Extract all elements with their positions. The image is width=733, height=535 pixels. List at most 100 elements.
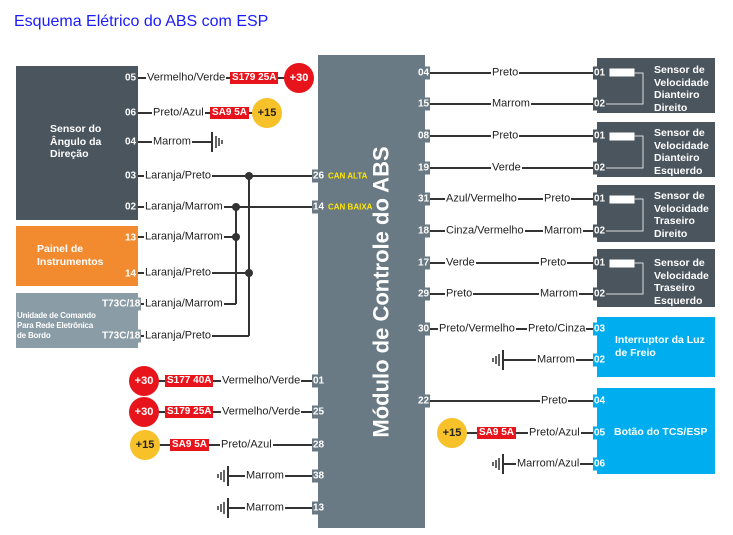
- wire-label: Preto/Azul: [152, 106, 205, 120]
- module-pin: 19: [417, 161, 431, 175]
- wire-label: Verde: [491, 161, 522, 175]
- module-pin: 28: [312, 438, 326, 452]
- pin: 01: [593, 192, 607, 206]
- pin: 14: [124, 267, 138, 281]
- wire-label: Laranja/Marrom: [144, 200, 224, 214]
- tcs-esp-button: [597, 388, 715, 474]
- module-pin: 18: [417, 224, 431, 238]
- pin: 03: [593, 322, 607, 336]
- wire-label: Marrom: [491, 97, 531, 111]
- pin: 02: [593, 97, 607, 111]
- wire-label: Marrom/Azul: [516, 457, 581, 471]
- instrument-panel: [16, 226, 138, 286]
- wire-label: Laranja/Marrom: [144, 297, 224, 311]
- wire-label: Laranja/Preto: [144, 266, 213, 280]
- can-baixa-label: CAN BAIXA: [328, 202, 373, 212]
- fuse: S179 25A: [165, 406, 214, 418]
- supply-30: +30: [284, 63, 314, 93]
- brake-light-switch: [597, 317, 715, 377]
- wire-label: Laranja/Preto: [144, 169, 213, 183]
- pin: 06: [593, 457, 607, 471]
- pin: 01: [593, 129, 607, 143]
- sensor-name: Sensor de Velocidade Traseiro Direito: [654, 190, 709, 240]
- wire-label: Vermelho/Verde: [221, 374, 302, 388]
- wire-label: Marrom: [543, 224, 583, 238]
- wire-label: Preto: [491, 66, 520, 80]
- pin: 05: [593, 426, 607, 440]
- sensor-name: Sensor de Velocidade Dianteiro Esquerdo: [654, 127, 709, 177]
- pin: 02: [593, 161, 607, 175]
- supply-15: +15: [252, 98, 282, 128]
- module-pin: 14: [312, 200, 326, 214]
- module-pin: 26: [312, 169, 326, 183]
- painel-name: Painel de Instrumentos: [37, 243, 104, 268]
- sad-name: Sensor do Ângulo da Direção: [50, 123, 102, 160]
- pin: 05: [124, 71, 138, 85]
- sensor-rear-left: [597, 249, 715, 307]
- freio-name: Interruptor da Luz de Freio: [615, 334, 705, 359]
- wire-label: Preto/Azul: [220, 438, 273, 452]
- module-pin: 30: [417, 322, 431, 336]
- module-pin: 31: [417, 192, 431, 206]
- module-pin: 38: [312, 469, 326, 483]
- wire-label: Cinza/Vermelho: [445, 224, 525, 238]
- pin: 06: [124, 106, 138, 120]
- pin: 01: [593, 66, 607, 80]
- wire-label: Preto/Azul: [528, 426, 581, 440]
- wire-label: Preto: [539, 256, 568, 270]
- pin: 02: [593, 224, 607, 238]
- supply-30: +30: [129, 366, 159, 396]
- wire-label: Preto/Vermelho: [438, 322, 516, 336]
- can-alta-label: CAN ALTA: [328, 171, 368, 181]
- pin: 02: [593, 353, 607, 367]
- module-pin: 17: [417, 256, 431, 270]
- module-pin: 01: [312, 374, 326, 388]
- wire-label: Marrom: [536, 353, 576, 367]
- unidade-name: Unidade de Comando Para Rede Eletrônica …: [17, 311, 96, 340]
- pin: 04: [593, 394, 607, 408]
- wire-label: Marrom: [152, 135, 192, 149]
- wire-label: Vermelho/Verde: [146, 71, 227, 85]
- module-pin: 04: [417, 66, 431, 80]
- steering-angle-sensor: [16, 66, 138, 220]
- supply-15: +15: [437, 418, 467, 448]
- pin: 04: [124, 135, 138, 149]
- pin: T73C/18: [101, 329, 142, 343]
- pin: 02: [124, 200, 138, 214]
- wire-label: Preto: [491, 129, 520, 143]
- ground-icons: [211, 132, 504, 518]
- wire-label: Marrom: [245, 501, 285, 515]
- module-pin: 29: [417, 287, 431, 301]
- page-title: Esquema Elétrico do ABS com ESP: [14, 13, 269, 30]
- wire-label: Preto: [540, 394, 569, 408]
- pin: 02: [593, 287, 607, 301]
- module-pin: 15: [417, 97, 431, 111]
- module-pin: 25: [312, 405, 326, 419]
- pin: T73C/18: [101, 297, 142, 311]
- sensor-rear-right: [597, 185, 715, 242]
- module-pin: 13: [312, 501, 326, 515]
- wire-label: Laranja/Marrom: [144, 230, 224, 244]
- wire-label: Preto: [445, 287, 474, 301]
- tcs-name: Botão do TCS/ESP: [614, 426, 708, 438]
- pin: 01: [593, 256, 607, 270]
- pin: 03: [124, 169, 138, 183]
- fuse: S177 40A: [165, 375, 214, 387]
- sensor-name: Sensor de Velocidade Traseiro Esquerdo: [654, 257, 709, 307]
- fuse: SA9 5A: [210, 107, 250, 119]
- pin: 13: [124, 231, 138, 245]
- module-pin: 22: [417, 394, 431, 408]
- wire-label: Verde: [445, 256, 476, 270]
- fuse: SA9 5A: [170, 439, 210, 451]
- wire-label: Vermelho/Verde: [221, 405, 302, 419]
- wire-label: Preto/Cinza: [527, 322, 587, 336]
- wire-label: Preto: [543, 192, 572, 206]
- wire-label: Marrom: [539, 287, 579, 301]
- abs-module: [318, 55, 425, 528]
- supply-30: +30: [129, 397, 159, 427]
- module-pin: 08: [417, 129, 431, 143]
- wire-label: Azul/Vermelho: [445, 192, 518, 206]
- wire-label: Laranja/Preto: [144, 329, 213, 343]
- wire-label: Marrom: [245, 469, 285, 483]
